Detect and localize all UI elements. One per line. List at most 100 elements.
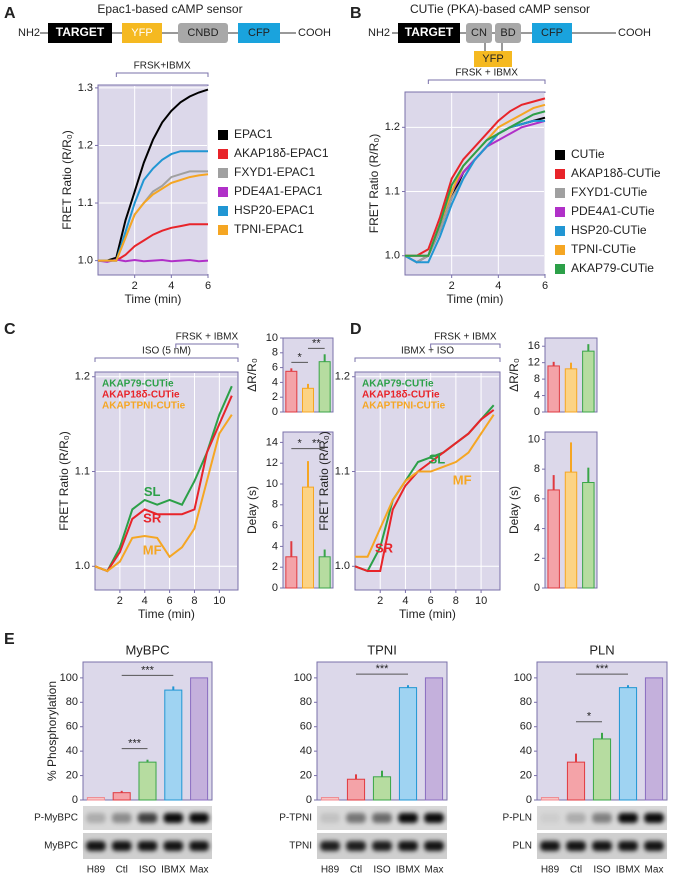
x-tick-label: Max (425, 865, 444, 876)
legend-label: AKAP18δ-CUTie (362, 390, 440, 401)
blot-band (566, 841, 586, 851)
x-tick-label: H89 (87, 865, 106, 876)
y-tick-label: 2 (272, 561, 278, 573)
part-label: CN (471, 27, 487, 39)
bar (86, 797, 105, 801)
y-tick-label: 0 (526, 794, 532, 806)
y-tick-label: 0 (272, 406, 278, 418)
bar (164, 689, 183, 801)
blot-band (592, 813, 612, 823)
y-tick-label: 16 (528, 340, 540, 352)
bar (540, 797, 560, 801)
y-axis-label: ΔR/R₀ (245, 358, 259, 392)
x-tick-label: 2 (132, 280, 138, 292)
bar (547, 489, 560, 589)
blot-band (540, 813, 560, 823)
x-axis-label: Time (min) (399, 607, 456, 621)
y-tick-label: 60 (66, 721, 78, 733)
y-tick-label: 8 (534, 373, 540, 385)
annotation: SR (375, 541, 394, 556)
legend-label: EPAC1 (234, 127, 273, 141)
blot-band (86, 813, 106, 823)
legend-label: AKAP79-CUTie (571, 261, 654, 275)
x-tick-label: 6 (428, 595, 434, 607)
annotation: MF (143, 543, 162, 558)
connector (484, 43, 503, 52)
series-line (98, 173, 209, 262)
annotation: SL (429, 452, 446, 467)
panel-label: E (4, 631, 15, 648)
y-tick-label: 1.1 (78, 197, 93, 209)
domain (48, 23, 112, 43)
blot-band (540, 841, 560, 851)
plot-area (354, 371, 501, 591)
treatment-bracket (175, 343, 239, 348)
y-axis-label: FRET Ratio (R/R₀) (367, 134, 381, 233)
legend-swatch (555, 264, 565, 274)
significance-label: ** (312, 337, 321, 349)
legend-swatch (218, 130, 228, 140)
legend-label: AKAP18δ-CUTie (571, 166, 661, 180)
x-tick-label: IBMX (616, 865, 641, 876)
bar (138, 761, 157, 801)
legend-label: AKAP18δ-CUTie (102, 390, 180, 401)
significance-label: *** (141, 664, 155, 676)
bar (112, 792, 131, 801)
part-label: TARGET (56, 25, 105, 39)
x-tick-label: Ctl (350, 865, 362, 876)
y-tick-label: 4 (272, 376, 278, 388)
blot-row-label: TPNI (289, 841, 312, 852)
blot-band (566, 813, 586, 823)
blot-band (111, 813, 132, 823)
blot-band (398, 813, 418, 823)
legend-swatch (555, 226, 565, 236)
series-line (354, 409, 495, 572)
x-tick-label: 6 (205, 280, 211, 292)
bar (582, 350, 595, 413)
annotation: SL (144, 484, 161, 499)
x-tick-label: H89 (321, 865, 340, 876)
legend-swatch (555, 188, 565, 198)
blot-band (618, 813, 638, 823)
y-axis-label: % Phosphorylation (45, 681, 59, 781)
annotation: MF (453, 472, 472, 487)
x-tick-label: 8 (453, 595, 459, 607)
y-tick-label: 40 (300, 745, 312, 757)
domain (398, 23, 460, 43)
legend-label: PDE4A1-CUTie (571, 204, 655, 218)
blot-band (592, 841, 612, 851)
x-tick-label: Max (645, 865, 664, 876)
series-line (405, 110, 546, 257)
legend-label: CUTie (571, 147, 605, 161)
y-tick-label: 1.2 (75, 371, 90, 383)
x-tick-label: 4 (168, 280, 174, 292)
blot-band (189, 813, 209, 823)
y-tick-label: 12 (528, 357, 540, 369)
y-tick-label: 60 (300, 721, 312, 733)
y-tick-label: 12 (266, 457, 278, 469)
annotation: FRSK+IBMX (134, 61, 191, 72)
blot-band (137, 841, 158, 851)
legend-swatch (218, 225, 228, 235)
y-tick-label: 10 (266, 332, 278, 344)
y-tick-label: 80 (520, 696, 532, 708)
blot-band (320, 813, 340, 823)
bar (582, 482, 595, 589)
bar (346, 778, 366, 801)
x-tick-label: H89 (541, 865, 560, 876)
y-axis-label: FRET Ratio (R/R₀) (60, 130, 74, 229)
panel-label: D (350, 321, 362, 338)
legend-label: HSP20-EPAC1 (234, 203, 315, 217)
blot-band (372, 841, 392, 851)
y-tick-label: 8 (272, 499, 278, 511)
y-tick-label: 6 (272, 520, 278, 532)
y-tick-label: 1.0 (385, 250, 400, 262)
x-tick-label: 2 (377, 595, 383, 607)
x-tick-label: ISO (139, 865, 156, 876)
y-tick-label: 20 (520, 769, 532, 781)
treatment-bracket (354, 357, 501, 362)
y-tick-label: 1.2 (385, 121, 400, 133)
significance-label: *** (376, 663, 390, 675)
x-axis-label: Time (min) (447, 292, 504, 306)
y-axis-label: FRET Ratio (R/R₀) (57, 431, 71, 530)
